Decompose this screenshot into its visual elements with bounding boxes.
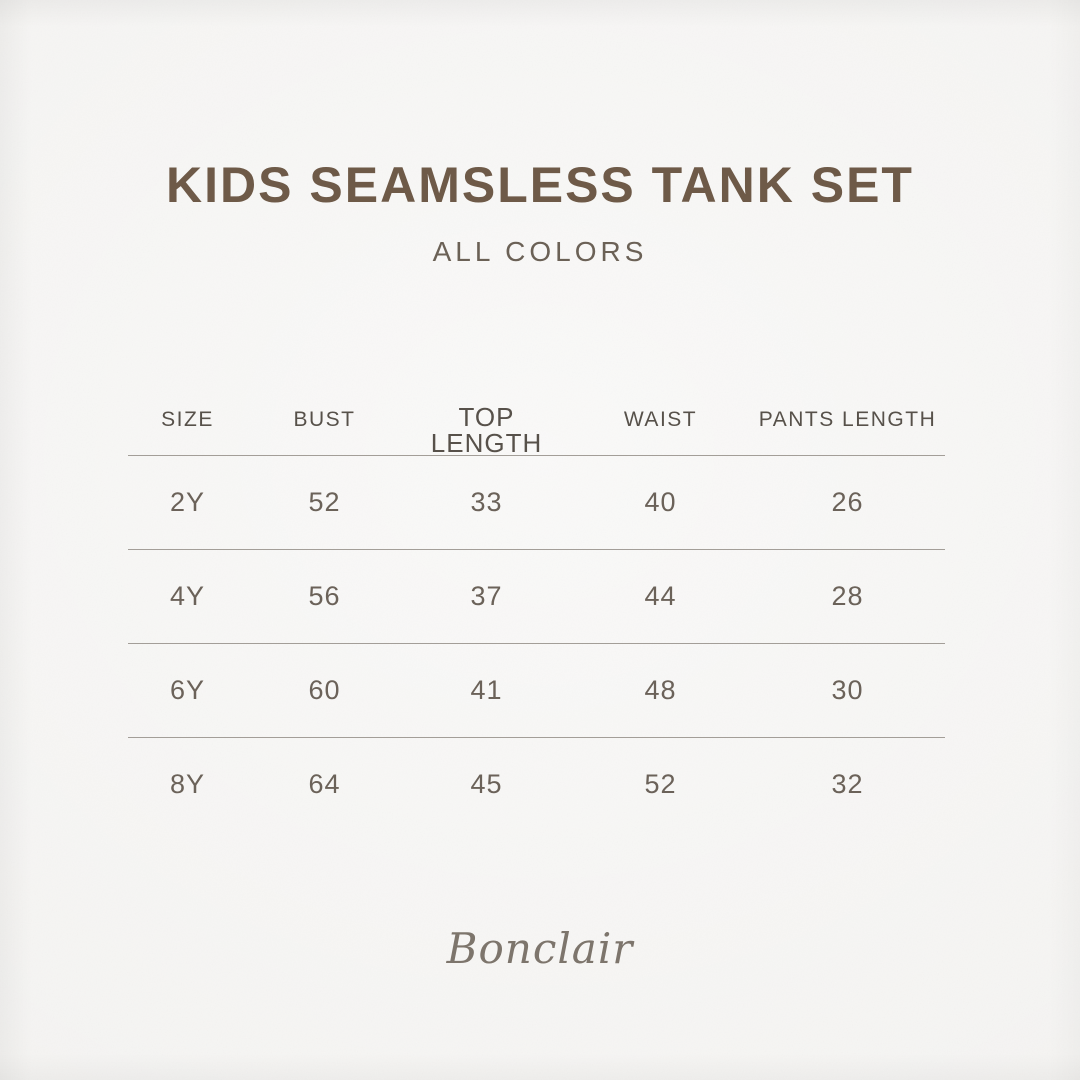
cell-pants-length: 26 <box>831 487 864 517</box>
size-chart-title: KIDS SEAMSLESS TANK SET <box>166 157 914 213</box>
cell-waist: 44 <box>644 581 677 611</box>
column-header-bust: BUST <box>293 408 356 431</box>
row-size-label: 2Y <box>169 487 206 517</box>
table-row-2y: 2Y 52 33 40 26 <box>128 456 945 549</box>
cell-bust: 60 <box>308 675 341 705</box>
table-header-row: SIZE BUST TOP LENGTH WAIST PANTS LENGTH <box>128 390 945 456</box>
cell-pants-length: 32 <box>831 769 864 799</box>
cell-top-length: 41 <box>470 675 503 705</box>
cell-top-length: 33 <box>470 487 503 517</box>
table-row-8y: 8Y 64 45 52 32 <box>128 737 945 831</box>
cell-waist: 48 <box>644 675 677 705</box>
cell-pants-length: 28 <box>831 581 864 611</box>
row-size-label: 8Y <box>169 769 206 799</box>
size-chart-subtitle: ALL COLORS <box>432 236 648 267</box>
cell-bust: 64 <box>308 769 341 799</box>
cell-waist: 52 <box>644 769 677 799</box>
column-header-size: SIZE <box>161 408 214 431</box>
cell-top-length: 37 <box>470 581 503 611</box>
row-size-label: 4Y <box>169 581 206 611</box>
column-header-pants-length: PANTS LENGTH <box>758 408 937 431</box>
size-table: SIZE BUST TOP LENGTH WAIST PANTS LENGTH … <box>128 390 945 831</box>
table-row-6y: 6Y 60 41 48 30 <box>128 643 945 737</box>
cell-top-length: 45 <box>470 769 503 799</box>
cell-pants-length: 30 <box>831 675 864 705</box>
brand-logo: Bonclair <box>446 924 634 973</box>
cell-bust: 52 <box>308 487 341 517</box>
cell-waist: 40 <box>644 487 677 517</box>
cell-bust: 56 <box>308 581 341 611</box>
row-size-label: 6Y <box>169 675 206 705</box>
column-header-top-length: TOP LENGTH <box>430 402 543 458</box>
table-row-4y: 4Y 56 37 44 28 <box>128 549 945 643</box>
column-header-waist: WAIST <box>623 408 698 431</box>
